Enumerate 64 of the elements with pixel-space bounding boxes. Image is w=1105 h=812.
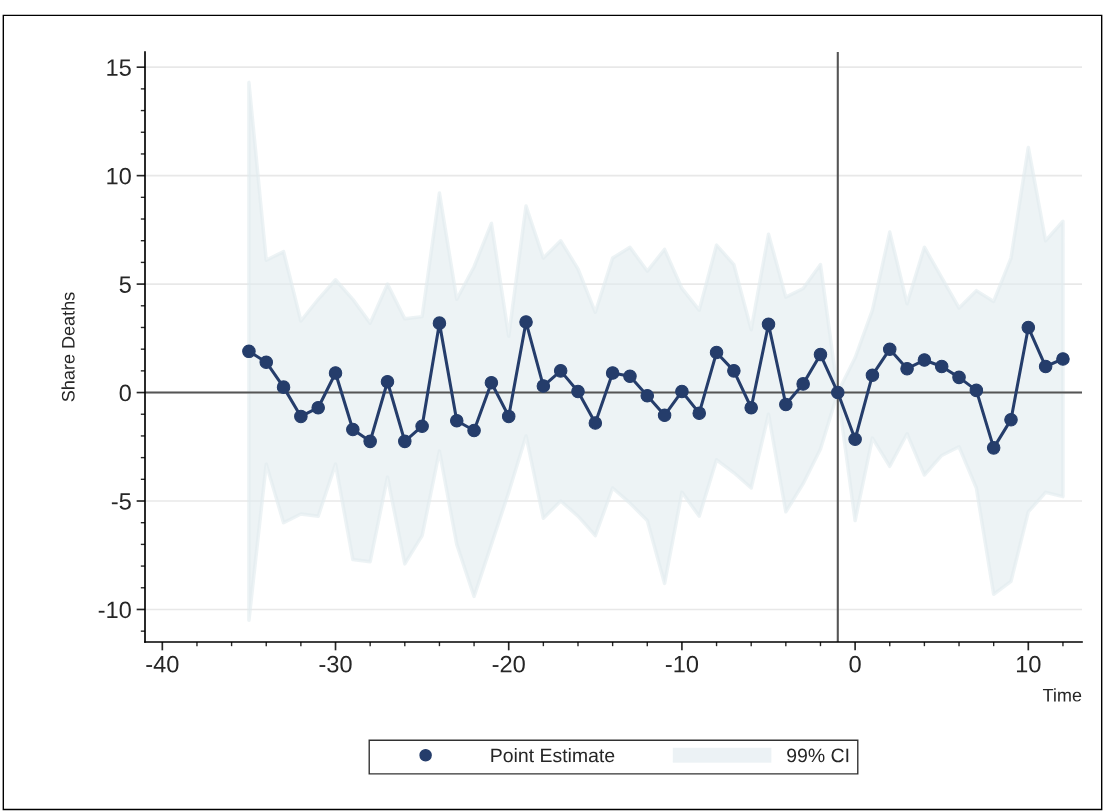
point [242, 344, 256, 359]
point [432, 316, 447, 330]
point [484, 376, 499, 390]
point [744, 400, 758, 415]
y-tick-label: 5 [119, 276, 131, 293]
point [709, 345, 724, 360]
point [328, 366, 343, 380]
point [380, 374, 395, 389]
point [363, 434, 377, 449]
point [259, 355, 274, 369]
point [761, 317, 776, 331]
point [675, 384, 689, 399]
point [934, 359, 949, 374]
point [623, 369, 637, 384]
y-tick-label: -5 [111, 493, 131, 510]
x-tick-label: -10 [665, 655, 699, 673]
point [917, 353, 932, 367]
x-axis-title: Time [1042, 688, 1082, 702]
point [501, 409, 516, 424]
point [415, 419, 429, 433]
point [1056, 352, 1070, 366]
point [882, 342, 897, 356]
point [536, 379, 551, 393]
point [346, 422, 360, 437]
point [796, 377, 810, 391]
point [276, 380, 291, 394]
point [1021, 320, 1036, 335]
point [449, 413, 464, 428]
point [1004, 412, 1018, 427]
point [311, 400, 325, 415]
point [865, 368, 880, 382]
point [1038, 359, 1053, 374]
point [571, 384, 585, 399]
point [692, 406, 706, 420]
point [848, 432, 862, 446]
point [900, 361, 914, 376]
x-tick-label: -40 [146, 655, 179, 673]
y-tick-label: 10 [107, 167, 131, 185]
point [986, 441, 1001, 455]
y-tick-label: 0 [119, 384, 131, 402]
point [553, 364, 568, 378]
point [519, 315, 533, 329]
y-tick-label: 15 [107, 59, 131, 76]
x-tick-label: 10 [1016, 655, 1041, 673]
point [588, 416, 603, 430]
y-axis-title: Share Deaths [61, 292, 75, 402]
point [952, 370, 966, 385]
point [605, 366, 620, 380]
x-tick-label: -20 [492, 655, 525, 673]
point [831, 385, 845, 400]
point [657, 408, 672, 423]
point [294, 409, 308, 424]
point [398, 434, 412, 449]
point [779, 397, 793, 412]
y-tick-label: -10 [98, 601, 131, 619]
x-tick-label: 0 [849, 655, 861, 673]
point [640, 389, 655, 403]
point [467, 423, 481, 438]
point [813, 347, 828, 362]
text: Point Estimate [491, 748, 615, 763]
point [727, 364, 741, 378]
point [969, 383, 984, 398]
x-tick-label: -30 [319, 655, 352, 673]
text: 99% CI [787, 748, 849, 763]
